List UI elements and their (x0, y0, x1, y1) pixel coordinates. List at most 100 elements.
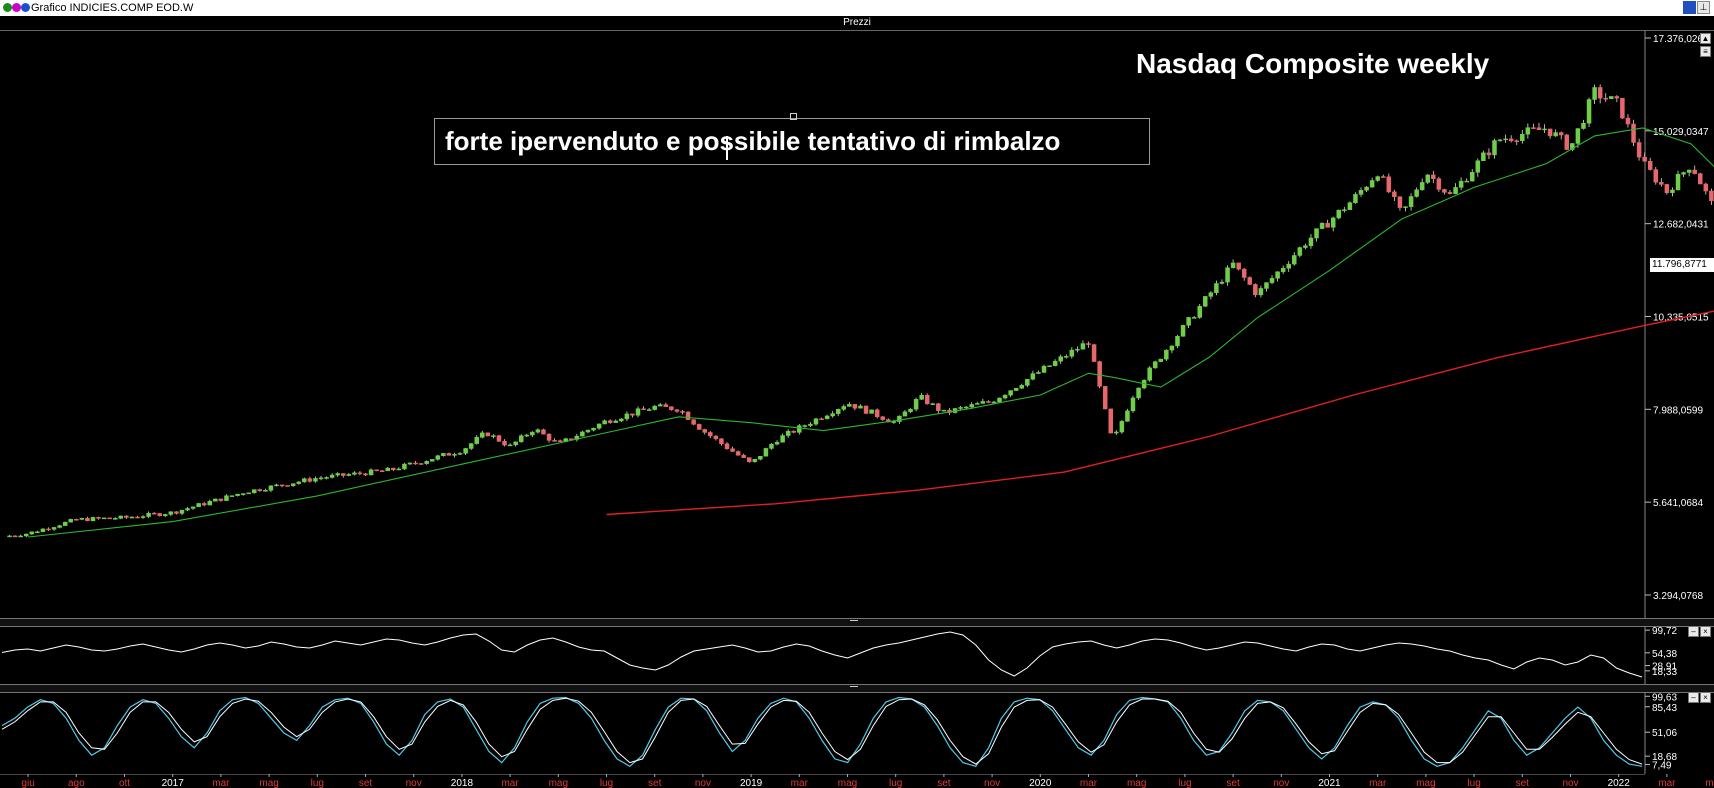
candle-body (557, 440, 563, 442)
candle-body (263, 490, 268, 492)
candle-body (552, 440, 557, 442)
candle-body (107, 517, 112, 520)
candle-body (329, 474, 335, 478)
candle-body (146, 512, 151, 517)
candle-body (257, 489, 263, 492)
candle-body (1264, 282, 1269, 289)
candle-body (1080, 343, 1086, 350)
candle-body (335, 473, 340, 476)
candle-body (463, 448, 468, 454)
candle-body (530, 431, 535, 436)
panel-options-button[interactable]: ≡ (1700, 46, 1711, 57)
candle-body (1219, 281, 1225, 284)
candle-body (1642, 156, 1647, 162)
panel-separator-2[interactable] (0, 684, 1714, 693)
candle-body (341, 473, 346, 476)
panel-separator[interactable] (0, 618, 1714, 627)
price-panel-header: Prezzi (0, 16, 1714, 31)
candle-body (1164, 349, 1169, 360)
window-menu-button[interactable] (1683, 1, 1696, 14)
x-tick-label: mag (838, 778, 857, 788)
candle-body (746, 457, 752, 463)
candle-body (685, 411, 691, 420)
candle-body (1330, 217, 1336, 228)
candle-body (1447, 192, 1453, 194)
candle-body (1214, 283, 1219, 293)
long-moving-average-line (606, 310, 1714, 516)
candle-body (12, 535, 18, 538)
candle-body (730, 448, 735, 452)
candle-body (1564, 134, 1570, 150)
x-tick-label: mar (791, 778, 809, 788)
osc2-close-button[interactable]: × (1700, 692, 1711, 703)
candle-body (1581, 123, 1586, 129)
candle-body (1381, 176, 1386, 178)
candle-body (163, 514, 168, 517)
candle-body (752, 459, 758, 463)
candle-body (930, 403, 936, 405)
candle-body (1030, 373, 1036, 380)
x-tick-label: set (1516, 778, 1530, 788)
candle-body (313, 478, 318, 482)
candle-body (1191, 317, 1197, 319)
candle-body (1653, 169, 1659, 183)
candle-body (1102, 386, 1108, 410)
candle-body (635, 408, 641, 416)
candle-body (179, 509, 185, 514)
x-tick-label: mar (1369, 778, 1387, 788)
candle-body (1408, 196, 1414, 207)
short-moving-average-line (28, 127, 1714, 538)
magenta-dot-icon[interactable] (12, 3, 21, 12)
candle-body (847, 404, 852, 407)
candle-body (713, 435, 719, 439)
price-chart[interactable]: 17.376,026315.029,034712.682,043110.335,… (0, 31, 1714, 618)
osc2-minimize-button[interactable]: – (1688, 692, 1699, 703)
osc1-close-button[interactable]: × (1700, 626, 1711, 637)
candle-body (213, 498, 218, 502)
y-tick-label: 5.641,0684 (1653, 498, 1703, 509)
annotation-resize-handle[interactable] (790, 113, 797, 120)
candle-body (374, 469, 379, 472)
x-tick-label: 2019 (740, 778, 763, 788)
candle-body (591, 427, 596, 431)
green-dot-icon[interactable] (3, 3, 12, 12)
candle-body (190, 506, 196, 509)
candle-body (863, 405, 869, 414)
candle-body (1247, 277, 1253, 285)
x-tick-label: lug (311, 778, 324, 788)
candle-body (480, 432, 485, 438)
candle-body (318, 477, 324, 480)
candle-body (324, 477, 329, 479)
candle-body (207, 501, 213, 506)
candle-body (830, 413, 835, 417)
osc-tick-label: 99,63 (1652, 692, 1677, 703)
candle-body (101, 517, 107, 520)
osc1-minimize-button[interactable]: – (1688, 626, 1699, 637)
candle-body (602, 420, 607, 425)
x-tick-label: lug (1467, 778, 1480, 788)
candle-body (1319, 222, 1325, 229)
candle-body (1353, 194, 1358, 203)
candle-body (1698, 173, 1703, 185)
candle-body (29, 531, 35, 535)
candle-body (1292, 255, 1297, 265)
candle-body (585, 429, 591, 433)
panel-scroll-up-button[interactable]: ▲ (1700, 33, 1711, 44)
x-tick-label: mag (259, 778, 278, 788)
panel-label: Prezzi (843, 17, 871, 28)
x-tick-label: mar (501, 778, 519, 788)
candle-body (724, 443, 730, 449)
blue-dot-icon[interactable] (21, 3, 30, 12)
candle-body (1403, 206, 1408, 208)
annotation-textbox[interactable]: forte ipervenduto e possibile tentativo … (434, 118, 1150, 165)
candle-body (913, 399, 919, 410)
candle-body (246, 492, 251, 495)
osc-tick-label: 7,49 (1652, 760, 1672, 771)
candle-body (902, 411, 908, 417)
window-pin-button[interactable]: ⊥ (1697, 1, 1710, 14)
x-tick-label: ago (68, 778, 85, 788)
candle-body (1597, 87, 1603, 99)
osc-tick-label: 18,68 (1652, 752, 1677, 763)
